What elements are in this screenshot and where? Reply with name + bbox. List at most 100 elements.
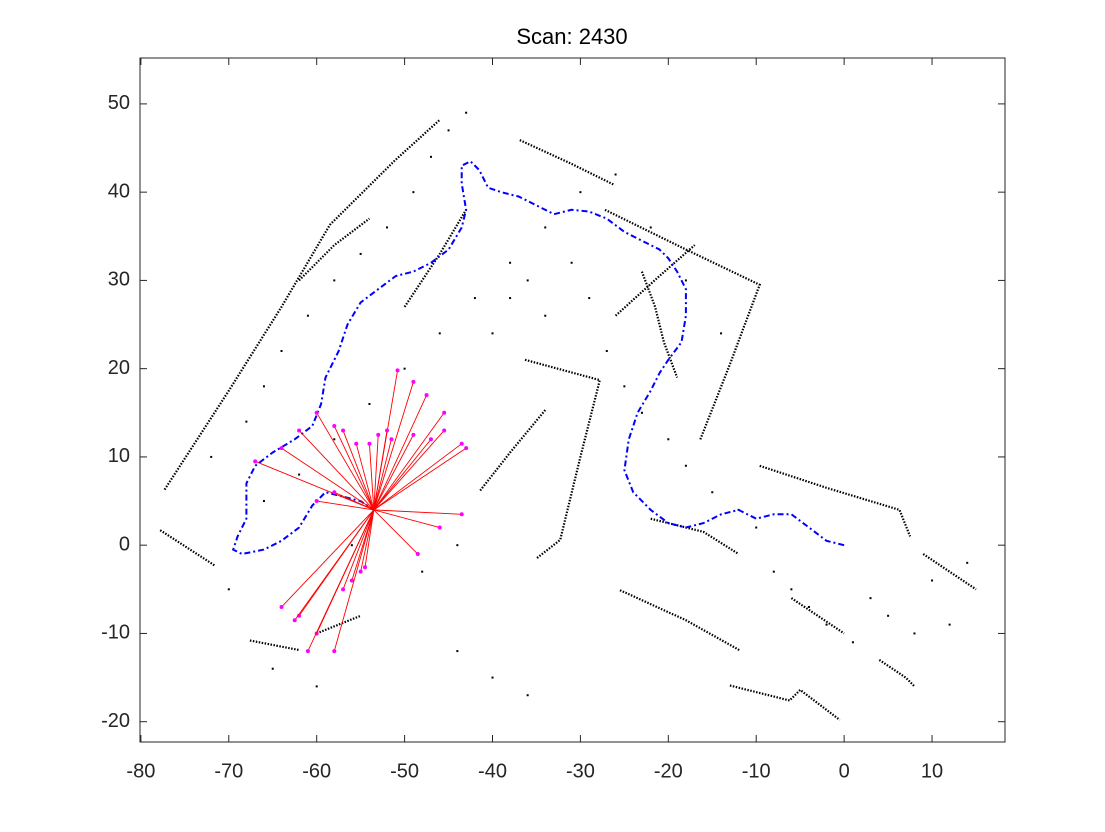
wall — [604, 208, 762, 441]
map-point — [544, 226, 547, 229]
scan-ray — [333, 425, 375, 511]
map-point — [720, 332, 723, 335]
map-point — [447, 129, 450, 132]
map-point — [429, 155, 432, 158]
scan-point — [415, 552, 420, 557]
scan-point — [332, 424, 337, 429]
map-point — [368, 402, 371, 405]
map-point — [570, 261, 573, 264]
scan-ray — [373, 412, 445, 511]
x-tick-label: 0 — [839, 760, 850, 782]
scan-ray — [307, 509, 375, 652]
scan-ray — [373, 443, 463, 511]
map-point — [807, 605, 810, 608]
map-point — [614, 173, 617, 176]
map-point — [412, 191, 415, 194]
scan-ray — [373, 434, 379, 510]
wall — [640, 271, 679, 378]
plot-area — [159, 111, 977, 721]
scan-ray — [373, 438, 432, 511]
map-point — [210, 455, 213, 458]
y-tick-label: -10 — [101, 622, 130, 644]
scan-ray — [281, 447, 375, 511]
wall — [614, 244, 696, 317]
wall — [298, 217, 371, 282]
scan-ray — [355, 443, 375, 510]
scan-ray — [373, 509, 462, 515]
map-point — [491, 332, 494, 335]
scan-ray — [373, 439, 392, 510]
scan-ray — [298, 430, 375, 511]
scan-point — [292, 618, 297, 623]
scan-point — [459, 441, 464, 446]
scan-ray — [351, 509, 375, 581]
map-point — [456, 544, 459, 547]
scan-point — [367, 441, 372, 446]
scan-ray — [373, 430, 445, 511]
map-point — [790, 588, 793, 591]
scan-point — [305, 649, 310, 654]
x-tick-label: -50 — [390, 760, 419, 782]
x-tick-label: 10 — [921, 760, 943, 782]
map-point — [298, 473, 301, 476]
scan-ray — [333, 509, 375, 652]
scan-ray — [364, 509, 375, 568]
scan-ray — [373, 430, 388, 510]
y-tick-label: 40 — [108, 180, 130, 202]
trajectory — [231, 160, 845, 556]
wall — [878, 658, 916, 688]
map-point — [333, 438, 336, 441]
map-point — [851, 641, 854, 644]
map-point — [271, 667, 274, 670]
map-point — [315, 685, 318, 688]
wall — [519, 139, 616, 187]
scan-point — [464, 446, 469, 451]
scan-point — [332, 490, 337, 495]
wall — [249, 639, 301, 652]
scan-ray — [368, 443, 375, 510]
map-point — [623, 385, 626, 388]
scan-point — [279, 446, 284, 451]
scan-point — [314, 499, 319, 504]
map-point — [262, 500, 265, 503]
scan-ray — [373, 394, 427, 511]
x-tick-label: -80 — [126, 760, 155, 782]
scan-point — [459, 512, 464, 517]
scan-ray — [316, 412, 375, 511]
scan-ray — [316, 500, 374, 511]
y-tick-label: -20 — [101, 710, 130, 732]
map-point — [526, 694, 529, 697]
map-point — [262, 385, 265, 388]
map-point — [438, 332, 441, 335]
scan-ray — [281, 509, 375, 608]
map-point — [684, 464, 687, 467]
wall — [619, 589, 741, 652]
map-point — [931, 579, 934, 582]
scan-point — [428, 437, 433, 442]
x-tick-label: -20 — [654, 760, 683, 782]
scan-ray — [254, 460, 375, 511]
scan-point — [442, 410, 447, 415]
x-tick-label: -60 — [302, 760, 331, 782]
wall — [524, 358, 602, 560]
map-point — [386, 226, 389, 229]
map-point — [605, 350, 608, 353]
x-tick-label: -30 — [566, 760, 595, 782]
map-point — [526, 279, 529, 282]
y-tick-label: 10 — [108, 445, 130, 467]
x-tick-label: -10 — [742, 760, 771, 782]
scan-point — [354, 441, 359, 446]
map-point — [640, 411, 643, 414]
scan-point — [358, 569, 363, 574]
scan-point — [349, 578, 354, 583]
scan-ray — [342, 430, 375, 511]
scan-point — [389, 437, 394, 442]
map-point — [772, 570, 775, 573]
scan-ray — [360, 509, 375, 572]
scan-point — [442, 428, 447, 433]
map-point — [306, 314, 309, 317]
scan-point — [314, 410, 319, 415]
map-point — [966, 561, 969, 564]
map-point — [588, 297, 591, 300]
